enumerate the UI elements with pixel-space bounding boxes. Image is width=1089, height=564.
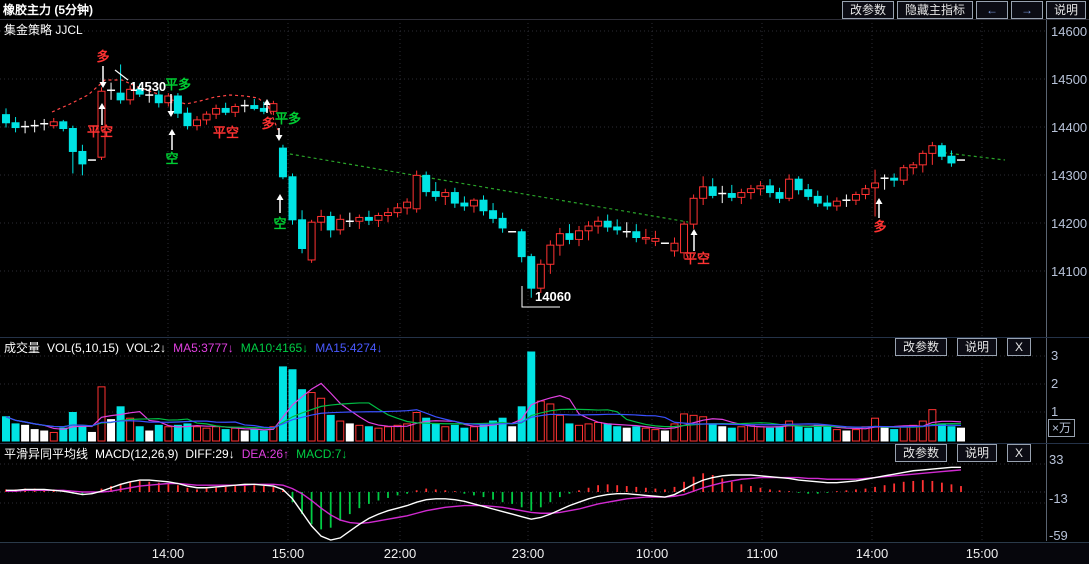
macd-help-button[interactable]: 说明: [956, 444, 997, 462]
macd-formula: MACD(12,26,9): [95, 446, 179, 461]
price-marker-label: 14060: [535, 289, 571, 304]
time-axis-label: 11:00: [746, 546, 778, 561]
volume-value: VOL:2↓: [126, 340, 167, 355]
signal-label: 空: [273, 216, 286, 231]
time-axis-label: 22:00: [383, 546, 417, 561]
macd-close-button[interactable]: X: [1006, 444, 1031, 462]
macd-axis-label: -13: [1049, 491, 1068, 506]
volume-ma-line: [5, 409, 962, 429]
volume-change-params-button[interactable]: 改参数: [894, 338, 947, 356]
change-params-button[interactable]: 改参数: [841, 0, 894, 19]
price-marker-label: 14530: [130, 79, 166, 94]
volume-ma10-value: MA10:4165↓: [240, 340, 309, 355]
up-arrow-icon: [875, 198, 883, 204]
instrument-title: 橡胶主力 (5分钟): [3, 3, 94, 17]
time-axis-label: 14:00: [151, 546, 185, 561]
time-axis-label: 10:00: [635, 546, 669, 561]
diff-line: [6, 466, 961, 541]
toolbar: 改参数 隐藏主指标 ← → 说明: [839, 0, 1086, 19]
down-arrow-icon: [167, 111, 175, 117]
help-button[interactable]: 说明: [1045, 0, 1086, 19]
signal-label: 平空: [684, 251, 710, 266]
volume-ma15-value: MA15:4274↓: [315, 340, 383, 355]
price-axis-label: 14400: [1051, 120, 1087, 135]
hide-main-indicator-button[interactable]: 隐藏主指标: [896, 0, 973, 19]
strategy-trendline: [283, 152, 689, 223]
volume-unit-label: ×万: [1048, 419, 1076, 437]
dea-line: [6, 469, 962, 525]
time-axis-label: 15:00: [965, 546, 999, 561]
volume-ma-line: [5, 402, 962, 429]
time-axis-label: 14:00: [855, 546, 889, 561]
strategy-trendline: [937, 151, 1006, 161]
signal-label: 平空: [213, 125, 239, 140]
volume-help-button[interactable]: 说明: [956, 338, 997, 356]
price-axis-label: 14600: [1051, 24, 1087, 39]
time-axis-label: 15:00: [271, 546, 305, 561]
signal-label: 多: [873, 219, 886, 234]
signal-label: 平多: [275, 111, 301, 126]
signal-label: 平空: [87, 124, 113, 139]
signal-label: 平多: [165, 77, 191, 92]
volume-axis-label: 3: [1051, 348, 1058, 363]
up-arrow-icon: [168, 129, 176, 135]
volume-ma5-value: MA5:3777↓: [173, 340, 234, 355]
down-arrow-icon: [275, 135, 283, 141]
macd-axis-label: -59: [1049, 528, 1068, 543]
up-arrow-icon: [276, 194, 284, 200]
title-bar: 橡胶主力 (5分钟) 改参数 隐藏主指标 ← → 说明: [0, 0, 1089, 20]
price-axis-label: 14200: [1051, 216, 1087, 231]
volume-axis-label: 1: [1051, 404, 1058, 419]
macd-diff-value: DIFF:29↓: [185, 446, 235, 461]
volume-panel-header: 成交量 VOL(5,10,15) VOL:2↓ MA5:3777↓ MA10:4…: [0, 338, 1089, 357]
up-arrow-icon: [263, 99, 271, 105]
volume-panel-title: 成交量: [4, 341, 41, 355]
macd-dea-value: DEA:26↑: [241, 446, 290, 461]
time-axis: 14:00 15:00 22:00 23:00 10:00 11:00 14:00 15:00: [0, 542, 1089, 564]
macd-axis-label: 33: [1049, 452, 1063, 467]
macd-panel-title: 平滑异同平均线: [4, 447, 89, 461]
macd-value: MACD:7↓: [296, 446, 348, 461]
macd-change-params-button[interactable]: 改参数: [894, 444, 947, 462]
price-axis-label: 14500: [1051, 72, 1087, 87]
volume-axis-label: 2: [1051, 376, 1058, 391]
down-arrow-icon: [99, 82, 107, 88]
signal-label: 多: [96, 49, 109, 64]
macd-panel-header: 平滑异同平均线 MACD(12,26,9) DIFF:29↓ DEA:26↑ M…: [0, 444, 1089, 463]
signal-label: 多: [261, 116, 274, 131]
volume-close-button[interactable]: X: [1006, 338, 1031, 356]
volume-formula: VOL(5,10,15): [47, 340, 120, 355]
next-arrow-button[interactable]: →: [1010, 0, 1043, 19]
time-axis-label: 23:00: [511, 546, 545, 561]
up-arrow-icon: [98, 103, 106, 109]
prev-arrow-button[interactable]: ←: [975, 0, 1008, 19]
up-arrow-icon: [690, 229, 698, 235]
price-axis-label: 14300: [1051, 168, 1087, 183]
strategy-label: 集金策略 JJCL: [4, 23, 83, 37]
signal-label: 空: [165, 151, 178, 166]
price-axis-label: 14100: [1051, 264, 1087, 279]
